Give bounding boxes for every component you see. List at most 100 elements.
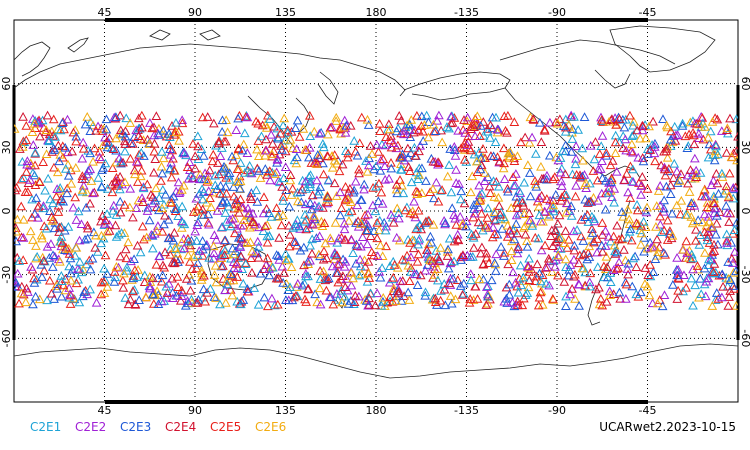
occultation-marker [350,290,361,300]
occultation-marker [48,250,58,260]
occultation-marker [543,211,554,221]
lat-tick-label-left: -60 [0,329,13,347]
lat-tick-label-left: 0 [0,208,13,215]
occultation-marker [340,282,351,291]
occultation-marker [489,229,500,239]
occultation-marker [623,258,634,268]
occultation-marker [229,199,240,209]
occultation-marker [247,246,257,256]
occultation-marker [566,211,577,220]
occultation-marker [278,192,289,201]
occultation-marker [542,194,552,203]
occultation-marker [592,234,603,243]
occultation-marker [628,120,638,130]
occultation-marker [260,221,271,231]
occultation-marker [58,280,69,290]
occultation-marker [104,226,115,235]
occultation-marker [508,172,518,182]
occultation-marker [389,260,400,269]
occultation-marker [642,144,653,153]
occultation-marker [343,148,353,158]
occultation-marker [60,274,71,283]
occultation-marker [722,281,733,291]
occultation-marker [304,110,315,120]
occultation-marker [495,213,506,223]
occultation-marker [365,231,376,240]
occultation-marker [246,194,257,203]
occultation-marker [615,293,626,303]
occultation-marker [498,143,509,153]
occultation-marker [78,143,89,153]
occultation-marker [573,258,584,268]
occultation-marker [145,281,156,291]
occultation-marker [30,160,40,170]
occultation-marker [359,184,369,194]
occultation-marker [245,167,255,177]
occultation-marker [537,173,547,183]
occultation-marker [167,273,177,283]
occultation-marker [368,182,378,192]
occultation-marker [592,247,602,257]
occultation-marker [385,261,395,270]
occultation-marker [643,270,654,280]
occultation-marker [84,255,95,265]
occultation-marker [179,243,190,253]
occultation-marker [691,224,701,234]
occultation-marker [170,206,181,216]
occultation-marker [370,206,381,216]
occultation-marker [16,288,27,298]
occultation-marker [518,293,529,303]
occultation-marker [474,274,485,284]
occultation-marker [130,299,141,309]
occultation-marker [88,120,98,130]
occultation-marker [555,153,566,162]
occultation-marker [286,262,297,272]
occultation-marker [229,228,240,238]
occultation-marker [661,120,672,130]
occultation-marker [285,282,295,292]
coast-hudson-bay [594,69,631,89]
occultation-marker [193,294,204,304]
occultation-marker [548,293,558,303]
occultation-marker [139,277,150,287]
occultation-marker [372,233,383,243]
occultation-marker [157,226,168,236]
occultation-marker [731,301,738,310]
occultation-marker [16,201,27,211]
occultation-marker [74,265,85,274]
occultation-marker [17,156,28,166]
occultation-marker [633,152,644,162]
occultation-marker [483,281,493,290]
occultation-marker [217,196,228,206]
occultation-marker [108,200,119,210]
occultation-marker [608,265,619,274]
occultation-marker [305,131,316,141]
occultation-marker [231,125,242,134]
occultation-marker [82,223,93,233]
occultation-marker [702,235,713,245]
occultation-marker [56,270,67,280]
occultation-marker [236,233,247,243]
occultation-marker [278,278,288,287]
occultation-marker [18,173,29,183]
occultation-marker [531,271,542,281]
occultation-marker [120,177,130,187]
occultation-marker [331,112,342,122]
occultation-marker [391,296,401,305]
occultation-marker [196,275,207,284]
occultation-marker [531,181,542,191]
coast-scandinavia [14,41,51,77]
occultation-marker [538,216,548,226]
occultation-marker [68,202,79,212]
occultation-marker [128,212,138,222]
coast-alaska [403,71,511,101]
occultation-marker [597,173,608,183]
occultation-marker [621,169,632,178]
occultation-marker [184,269,194,279]
occultation-marker [631,262,642,272]
occultation-marker [27,127,38,137]
occultation-marker [232,258,242,268]
occultation-marker [82,233,93,243]
occultation-marker [520,132,530,142]
occultation-marker [252,144,262,154]
